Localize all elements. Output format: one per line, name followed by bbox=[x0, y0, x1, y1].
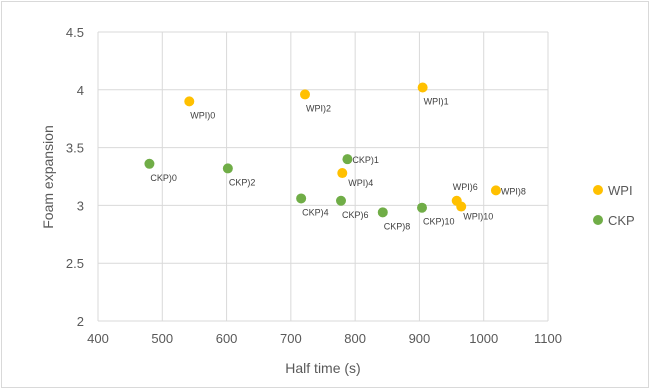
data-point-wpi bbox=[456, 201, 467, 212]
x-tick-label: 800 bbox=[344, 331, 366, 346]
legend-label: CKP bbox=[608, 213, 635, 228]
data-labels: WPI)0 WPI)1 WPI)2 WPI)4 WPI)6 WPI)8 WPI)10 CKP)… bbox=[150, 96, 526, 231]
x-tick-label: 700 bbox=[280, 331, 302, 346]
data-point-wpi bbox=[490, 185, 501, 196]
y-axis-ticks: 2 2.5 3 3.5 4 4.5 bbox=[66, 25, 84, 329]
y-tick-label: 4 bbox=[77, 83, 84, 98]
data-point-wpi bbox=[300, 89, 310, 100]
y-axis-title: Foam expansion bbox=[40, 125, 56, 229]
y-tick-label: 4.5 bbox=[66, 25, 84, 40]
data-label: CKP)4 bbox=[302, 207, 329, 217]
data-points bbox=[144, 82, 501, 218]
x-tick-label: 600 bbox=[216, 331, 238, 346]
legend-label: WPI bbox=[608, 183, 633, 198]
data-point-wpi bbox=[337, 168, 348, 179]
data-label: CKP)10 bbox=[423, 217, 455, 227]
legend-marker-wpi bbox=[593, 185, 603, 195]
x-tick-label: 1100 bbox=[534, 331, 562, 346]
data-label: CKP)2 bbox=[229, 177, 256, 187]
y-tick-label: 3.5 bbox=[66, 141, 84, 156]
data-label: WPI)1 bbox=[424, 96, 449, 106]
data-label: CKP)0 bbox=[150, 173, 177, 183]
legend-marker-ckp bbox=[593, 215, 603, 225]
data-label: WPI)10 bbox=[463, 212, 493, 222]
data-point-ckp bbox=[222, 163, 233, 174]
gridlines bbox=[97, 31, 549, 322]
data-label: WPI)6 bbox=[453, 182, 478, 192]
data-label: CKP)8 bbox=[384, 221, 411, 231]
data-point-ckp bbox=[342, 154, 353, 165]
data-label: WPI)0 bbox=[190, 110, 215, 120]
data-point-ckp bbox=[144, 158, 155, 169]
data-label: CKP)1 bbox=[352, 155, 379, 165]
y-tick-label: 2 bbox=[77, 314, 84, 329]
y-tick-label: 3 bbox=[77, 198, 84, 213]
data-label: CKP)6 bbox=[342, 210, 369, 220]
x-axis-title: Half time (s) bbox=[285, 360, 360, 376]
data-point-ckp bbox=[336, 195, 346, 206]
data-point-ckp bbox=[417, 202, 427, 213]
y-tick-label: 2.5 bbox=[66, 256, 84, 271]
data-point-ckp bbox=[296, 193, 307, 204]
data-point-wpi bbox=[184, 96, 195, 107]
x-axis-ticks: 400 500 600 700 800 900 1000 1100 bbox=[87, 331, 562, 346]
legend: WPI CKP bbox=[593, 183, 635, 228]
data-point-ckp bbox=[377, 207, 388, 218]
data-label: WPI)8 bbox=[501, 186, 526, 196]
x-tick-label: 400 bbox=[87, 331, 109, 346]
x-tick-label: 500 bbox=[151, 331, 173, 346]
x-tick-label: 1000 bbox=[469, 331, 498, 346]
data-label: WPI)4 bbox=[348, 178, 373, 188]
data-point-wpi bbox=[417, 82, 428, 93]
data-label: WPI)2 bbox=[306, 103, 331, 113]
x-tick-label: 900 bbox=[409, 331, 431, 346]
